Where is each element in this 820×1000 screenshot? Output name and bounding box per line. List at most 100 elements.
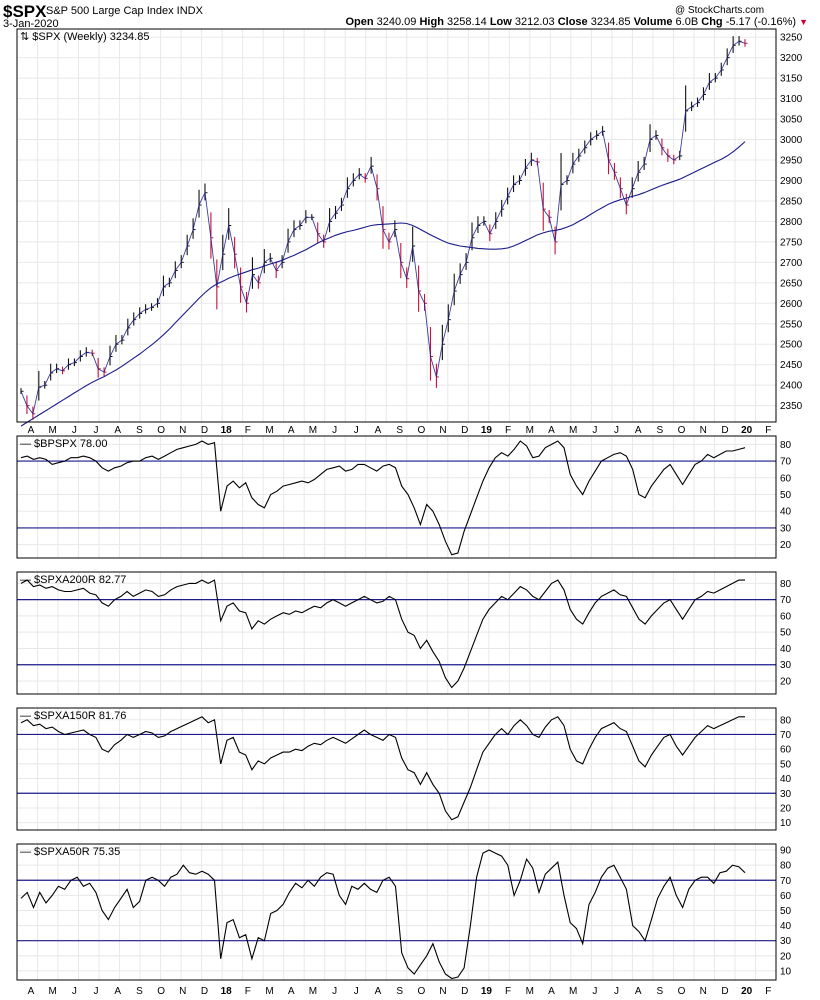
y-tick-label: 20 xyxy=(780,951,792,962)
x-tick-label: M xyxy=(526,986,534,997)
high-label: High xyxy=(419,16,444,28)
x-tick-label: O xyxy=(157,425,165,436)
y-tick-label: 2650 xyxy=(780,278,803,289)
open-value: 3240.09 xyxy=(376,16,417,28)
y-tick-label: 50 xyxy=(780,906,792,917)
x-tick-label: S xyxy=(136,986,143,997)
x-tick-label: D xyxy=(201,425,208,436)
x-tick-label: M xyxy=(569,986,577,997)
y-tick-label: 30 xyxy=(780,936,792,947)
indicator-line xyxy=(20,849,746,980)
x-tick-label: J xyxy=(72,425,77,436)
x-tick-label: 18 xyxy=(221,986,233,997)
x-tick-label: 19 xyxy=(481,425,493,436)
x-tick-label: A xyxy=(28,425,35,436)
x-tick-label: S xyxy=(396,986,403,997)
x-tick-label: A xyxy=(28,986,35,997)
x-tick-label: A xyxy=(288,425,295,436)
x-tick-label: A xyxy=(375,425,382,436)
x-tick-label: A xyxy=(288,986,295,997)
panel-title: ⇅ $SPX (Weekly) 3234.85 xyxy=(20,31,149,43)
low-label: Low xyxy=(489,16,512,28)
y-tick-label: 50 xyxy=(780,490,792,501)
x-tick-label: S xyxy=(657,986,664,997)
panel-4: 10 20 30 40 50 60 70 80 90 — $SPXA50R 75.35 xyxy=(16,843,792,981)
x-tick-label: J xyxy=(354,986,359,997)
panel-0: 2350 2400 2450 2500 2550 2600 2650 2700 2750 2800… xyxy=(16,28,803,427)
moving-average-line xyxy=(20,141,746,427)
y-tick-label: 40 xyxy=(780,921,792,932)
x-tick-label: N xyxy=(700,425,707,436)
chg-label: Chg xyxy=(701,16,723,28)
copyright-label: @ StockCharts.com xyxy=(675,5,765,16)
x-tick-label: J xyxy=(592,986,597,997)
y-tick-label: 50 xyxy=(780,759,792,770)
y-tick-label: 3000 xyxy=(780,135,803,146)
y-tick-label: 30 xyxy=(780,789,792,800)
x-tick-label: A xyxy=(548,425,555,436)
panel-1: 20 30 40 50 60 70 80 — $BPSPX 78.00 xyxy=(16,435,792,559)
y-tick-label: 10 xyxy=(780,818,792,829)
y-tick-label: 2550 xyxy=(780,319,803,330)
y-tick-label: 30 xyxy=(780,523,792,534)
x-tick-label: N xyxy=(700,986,707,997)
y-tick-label: 20 xyxy=(780,803,792,814)
down-triangle-icon: ▼ xyxy=(799,17,808,27)
low-value: 3212.03 xyxy=(514,16,555,28)
x-tick-label: F xyxy=(245,425,251,436)
x-tick-label: J xyxy=(614,425,619,436)
indicator-line xyxy=(20,716,745,821)
x-tick-label: J xyxy=(72,986,77,997)
x-tick-label: 20 xyxy=(741,425,753,436)
high-value: 3258.14 xyxy=(446,16,487,28)
x-tick-label: M xyxy=(526,425,534,436)
x-tick-label: S xyxy=(657,425,664,436)
x-tick-label: J xyxy=(94,425,99,436)
y-tick-label: 70 xyxy=(780,876,792,887)
y-tick-label: 2850 xyxy=(780,196,803,207)
x-tick-label: D xyxy=(721,425,728,436)
panel-title: — $SPXA150R 81.76 xyxy=(20,710,126,722)
y-tick-label: 20 xyxy=(780,540,792,551)
x-tick-label: M xyxy=(569,425,577,436)
x-tick-label: N xyxy=(439,425,446,436)
close-label: Close xyxy=(557,16,588,28)
x-tick-label: M xyxy=(265,425,273,436)
y-tick-label: 2700 xyxy=(780,258,803,269)
y-tick-label: 50 xyxy=(780,628,792,639)
y-tick-label: 70 xyxy=(780,457,792,468)
x-tick-label: O xyxy=(417,425,425,436)
y-tick-label: 2450 xyxy=(780,360,803,371)
x-tick-label: M xyxy=(49,986,57,997)
indicator-line xyxy=(20,579,745,689)
y-tick-label: 60 xyxy=(780,745,792,756)
panel-title: — $SPXA50R 75.35 xyxy=(20,846,120,858)
y-tick-label: 60 xyxy=(780,611,792,622)
x-tick-label: S xyxy=(136,425,143,436)
close-value: 3234.85 xyxy=(590,16,631,28)
panel-frame xyxy=(16,571,777,695)
y-tick-label: 40 xyxy=(780,774,792,785)
x-tick-label: M xyxy=(309,986,317,997)
quote-bar: Open 3240.09 High 3258.14 Low 3212.03 Cl… xyxy=(345,16,808,28)
x-tick-label: D xyxy=(461,986,468,997)
x-tick-label: S xyxy=(396,425,403,436)
y-tick-label: 3150 xyxy=(780,74,803,85)
y-tick-label: 30 xyxy=(780,660,792,671)
panel-frame xyxy=(16,707,777,831)
chg-value: -5.17 (-0.16%) xyxy=(725,16,797,28)
y-tick-label: 40 xyxy=(780,644,792,655)
index-name: S&P 500 Large Cap Index INDX xyxy=(46,5,203,17)
x-tick-label: J xyxy=(614,986,619,997)
x-tick-label: 20 xyxy=(741,986,753,997)
y-tick-label: 2600 xyxy=(780,299,803,310)
x-tick-label: A xyxy=(635,986,642,997)
x-tick-label: F xyxy=(505,425,511,436)
x-tick-label: J xyxy=(332,986,337,997)
y-tick-label: 60 xyxy=(780,473,792,484)
indicator-line xyxy=(20,440,746,556)
y-tick-label: 80 xyxy=(780,715,792,726)
x-tick-label: D xyxy=(201,986,208,997)
panel-title: — $SPXA200R 82.77 xyxy=(20,574,126,586)
